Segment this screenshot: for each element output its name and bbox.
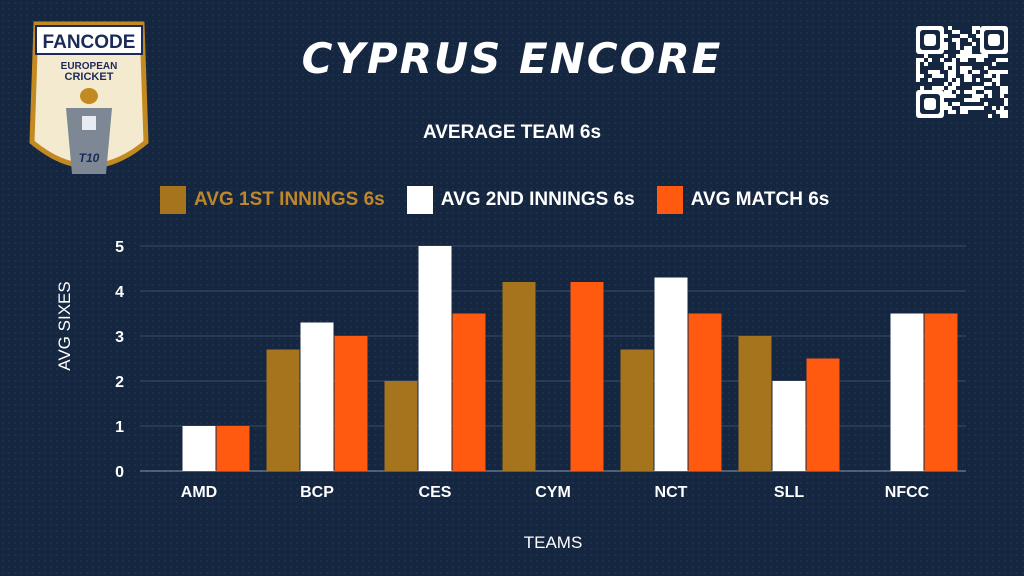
bar	[216, 426, 250, 471]
bar	[300, 322, 334, 471]
qr-code[interactable]	[916, 26, 1008, 118]
legend-item-first-innings: AVG 1ST INNINGS 6s	[160, 186, 385, 214]
x-tick-label: AMD	[181, 484, 217, 501]
y-tick-label: 2	[115, 374, 124, 391]
bar	[688, 313, 722, 471]
x-tick-label: BCP	[300, 484, 334, 501]
bar	[502, 282, 536, 471]
x-tick-label: CYM	[535, 484, 571, 501]
y-tick-label: 0	[115, 464, 124, 481]
fancode-european-cricket-logo: FANCODE EUROPEAN CRICKET T10	[29, 21, 149, 174]
bar	[924, 313, 958, 471]
legend-swatch-second-innings	[406, 186, 433, 214]
legend-item-second-innings: AVG 2ND INNINGS 6s	[406, 186, 635, 214]
legend-label-first-innings: AVG 1ST INNINGS 6s	[194, 189, 385, 210]
y-tick-label: 1	[115, 419, 124, 436]
logo-line1: EUROPEAN	[61, 61, 118, 72]
bar	[266, 349, 300, 471]
bar	[182, 426, 216, 471]
bar	[772, 381, 806, 471]
y-axis-label: AVG SIXES	[55, 281, 74, 370]
bar	[570, 282, 604, 471]
x-tick-label: NFCC	[885, 484, 930, 501]
y-tick-label: 3	[115, 329, 124, 346]
bar	[418, 246, 452, 471]
chart-subtitle: AVERAGE TEAM 6s	[422, 122, 602, 143]
bar	[806, 358, 840, 471]
bar	[738, 336, 772, 471]
legend-label-second-innings: AVG 2ND INNINGS 6s	[440, 189, 635, 210]
y-tick-label: 4	[115, 284, 124, 301]
bar	[452, 313, 486, 471]
logo-brand: FANCODE	[43, 32, 136, 53]
legend-swatch-first-innings	[160, 186, 186, 214]
legend-label-match: AVG MATCH 6s	[690, 189, 830, 210]
legend-swatch-match	[656, 186, 683, 214]
x-tick-label: SLL	[774, 484, 804, 501]
logo-badge: T10	[79, 151, 100, 165]
bar	[654, 277, 688, 471]
chart-legend: AVG 1ST INNINGS 6s AVG 2ND INNINGS 6s AV…	[160, 185, 851, 215]
page-title: CYPRUS ENCORE	[301, 34, 723, 83]
bar	[384, 381, 418, 471]
y-tick-label: 5	[115, 239, 124, 256]
legend-item-match: AVG MATCH 6s	[656, 186, 830, 214]
bar	[620, 349, 654, 471]
bar	[334, 336, 368, 471]
x-tick-label: CES	[419, 484, 452, 501]
x-tick-label: NCT	[655, 484, 688, 501]
logo-line2: CRICKET	[65, 71, 114, 83]
bar	[890, 313, 924, 471]
x-axis-label: TEAMS	[524, 533, 583, 552]
